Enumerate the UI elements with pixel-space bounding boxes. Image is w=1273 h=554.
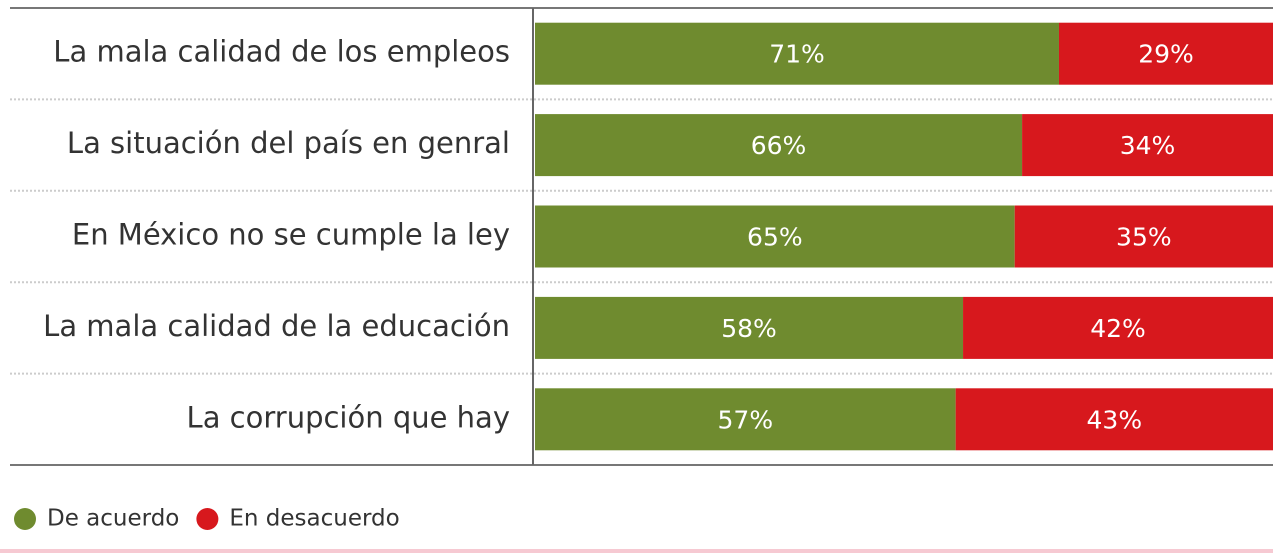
value-label: 42% <box>1090 314 1146 343</box>
category-label: La mala calidad de la educación <box>43 309 510 343</box>
bar-segment <box>535 22 1059 85</box>
value-label: 35% <box>1116 223 1172 252</box>
bar-segment <box>963 296 1273 359</box>
bar-segment <box>1014 205 1273 268</box>
bar-segment <box>1058 22 1273 85</box>
value-label: 71% <box>769 40 825 69</box>
bar-segment <box>535 205 1015 268</box>
legend-label: En desacuerdo <box>229 506 399 532</box>
legend-swatch <box>14 508 36 530</box>
value-label: 34% <box>1120 131 1176 160</box>
value-label: 29% <box>1138 40 1194 69</box>
value-label: 65% <box>747 223 803 252</box>
value-label: 57% <box>718 405 774 434</box>
bar-segment <box>535 388 956 451</box>
category-label: En México no se cumple la ley <box>72 218 510 252</box>
category-label: La situación del país en genral <box>67 126 510 160</box>
legend-swatch <box>196 508 219 530</box>
value-label: 43% <box>1087 405 1143 434</box>
value-label: 58% <box>721 314 777 343</box>
value-label: 66% <box>751 131 807 160</box>
bar-segment <box>955 388 1273 451</box>
legend-label: De acuerdo <box>47 506 179 532</box>
bar-segment <box>535 114 1023 177</box>
bar-segment <box>535 296 964 359</box>
bar-segment <box>1022 114 1273 177</box>
category-label: La corrupción que hay <box>187 400 510 434</box>
category-label: La mala calidad de los empleos <box>53 35 510 69</box>
